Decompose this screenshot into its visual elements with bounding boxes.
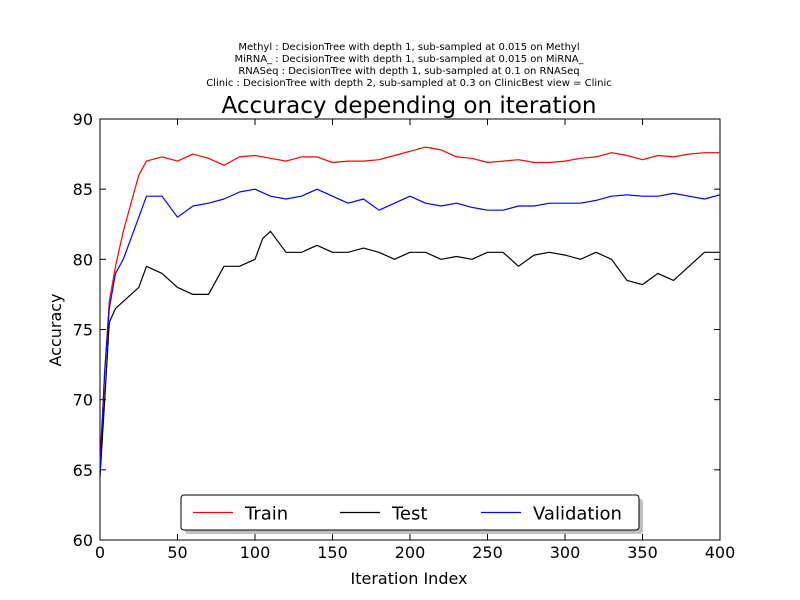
x-tick-label: 400 bbox=[705, 543, 736, 562]
x-tick-label: 300 bbox=[550, 543, 581, 562]
x-axis-label: Iteration Index bbox=[351, 569, 468, 588]
y-tick-label: 60 bbox=[73, 531, 93, 550]
x-tick-label: 100 bbox=[240, 543, 271, 562]
subtitle-line-3: RNASeq : DecisionTree with depth 1, sub-… bbox=[238, 66, 579, 77]
plot-area: 0 50 100 150 200 250 300 350 400 60 65 70 75 80 85 90 bbox=[73, 110, 736, 562]
plot-frame bbox=[99, 118, 721, 541]
subtitle-line-1: Methyl : DecisionTree with depth 1, sub-… bbox=[238, 42, 579, 53]
y-tick-label: 70 bbox=[73, 391, 93, 410]
x-tick-label: 150 bbox=[317, 543, 348, 562]
legend: Train Test Validation bbox=[180, 494, 643, 534]
series-line-train bbox=[99, 146, 720, 463]
x-tick-label: 350 bbox=[627, 543, 658, 562]
y-axis-label: Accuracy bbox=[46, 293, 65, 366]
y-tick-label: 80 bbox=[73, 250, 93, 269]
series-line-test bbox=[99, 230, 720, 477]
legend-label-train: Train bbox=[244, 504, 288, 525]
y-tick-label: 90 bbox=[73, 110, 93, 129]
subtitle-line-4: Clinic : DecisionTree with depth 2, sub-… bbox=[206, 78, 612, 89]
x-tick-label: 50 bbox=[167, 543, 187, 562]
legend-label-test: Test bbox=[391, 504, 427, 525]
chart-subtitle: Methyl : DecisionTree with depth 1, sub-… bbox=[206, 42, 612, 89]
legend-box bbox=[180, 494, 640, 531]
y-tick-label: 75 bbox=[73, 321, 93, 340]
chart-title: Accuracy depending on iteration bbox=[222, 93, 597, 119]
series-line-validation bbox=[99, 188, 721, 470]
y-tick-label: 85 bbox=[73, 180, 93, 199]
x-tick-label: 250 bbox=[472, 543, 503, 562]
subtitle-line-2: MiRNA_ : DecisionTree with depth 1, sub-… bbox=[234, 54, 584, 65]
legend-label-validation: Validation bbox=[533, 504, 622, 525]
x-tick-label: 200 bbox=[395, 543, 426, 562]
y-tick-label: 65 bbox=[73, 461, 93, 480]
x-tick-label: 0 bbox=[95, 543, 105, 562]
